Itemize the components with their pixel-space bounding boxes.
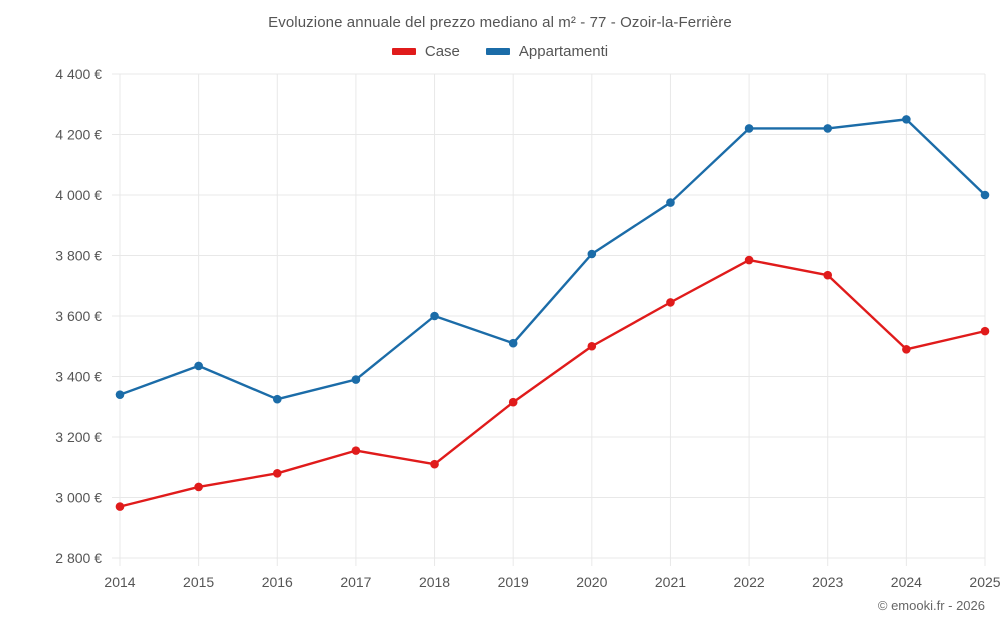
x-axis-tick-label: 2019 (498, 574, 529, 590)
data-point[interactable] (115, 390, 125, 399)
y-axis-tick-label: 4 000 € (55, 187, 102, 203)
data-point[interactable] (980, 190, 990, 200)
y-axis-tick-label: 2 800 € (55, 550, 102, 566)
y-axis-tick-label: 3 600 € (55, 308, 102, 324)
data-point[interactable] (666, 298, 675, 307)
data-point[interactable] (272, 394, 282, 404)
x-axis-tick-label: 2024 (891, 574, 922, 590)
series-line-appartamenti (118, 118, 987, 401)
legend-item-appartamenti[interactable]: Appartamenti (485, 43, 609, 60)
x-axis-tick-label: 2016 (262, 574, 293, 590)
data-point[interactable] (666, 198, 675, 207)
x-axis-tick-label: 2018 (419, 574, 450, 590)
x-axis-tick-label: 2023 (812, 574, 843, 590)
y-axis-tick-label: 4 400 € (55, 66, 102, 82)
x-axis-tick-label: 2022 (734, 574, 765, 590)
x-axis-tick-label: 2025 (969, 574, 1000, 590)
data-point[interactable] (115, 502, 125, 511)
y-axis-tick-label: 3 000 € (55, 490, 102, 506)
data-point[interactable] (351, 375, 361, 384)
data-point[interactable] (980, 326, 990, 336)
series-line-case (118, 258, 987, 508)
data-point[interactable] (744, 255, 754, 265)
data-point[interactable] (430, 459, 439, 469)
data-point[interactable] (508, 397, 518, 407)
data-point[interactable] (744, 124, 754, 133)
data-point[interactable] (430, 311, 439, 321)
data-point[interactable] (508, 338, 518, 348)
y-axis-tick-label: 4 200 € (55, 127, 102, 143)
legend-label-case: Case (424, 43, 460, 60)
legend-swatch-case (391, 48, 416, 55)
chart-legend: Case Appartamenti (0, 43, 1000, 60)
data-point[interactable] (194, 361, 203, 371)
data-point[interactable] (587, 341, 597, 351)
x-axis-tick-label: 2021 (655, 574, 686, 590)
footer-credit: © emooki.fr - 2026 (877, 598, 985, 613)
chart-title: Evoluzione annuale del prezzo mediano al… (268, 14, 732, 31)
legend-item-case[interactable]: Case (391, 43, 460, 60)
data-point[interactable] (902, 344, 911, 354)
legend-label-appartamenti: Appartamenti (518, 43, 609, 60)
data-point[interactable] (272, 469, 282, 478)
y-axis-tick-label: 3 200 € (55, 429, 102, 445)
x-axis-tick-label: 2020 (576, 574, 607, 590)
x-axis-tick-label: 2015 (183, 574, 214, 590)
data-point[interactable] (902, 115, 911, 124)
y-axis-tick-label: 3 400 € (55, 369, 102, 385)
data-point[interactable] (194, 482, 203, 492)
data-point[interactable] (587, 249, 597, 259)
x-axis-tick-label: 2017 (340, 574, 371, 590)
legend-swatch-appartamenti (485, 48, 510, 55)
data-point[interactable] (351, 446, 361, 455)
data-point[interactable] (823, 270, 833, 280)
data-point[interactable] (823, 124, 833, 133)
y-axis-tick-label: 3 800 € (55, 248, 102, 264)
x-axis-tick-label: 2014 (104, 574, 135, 590)
